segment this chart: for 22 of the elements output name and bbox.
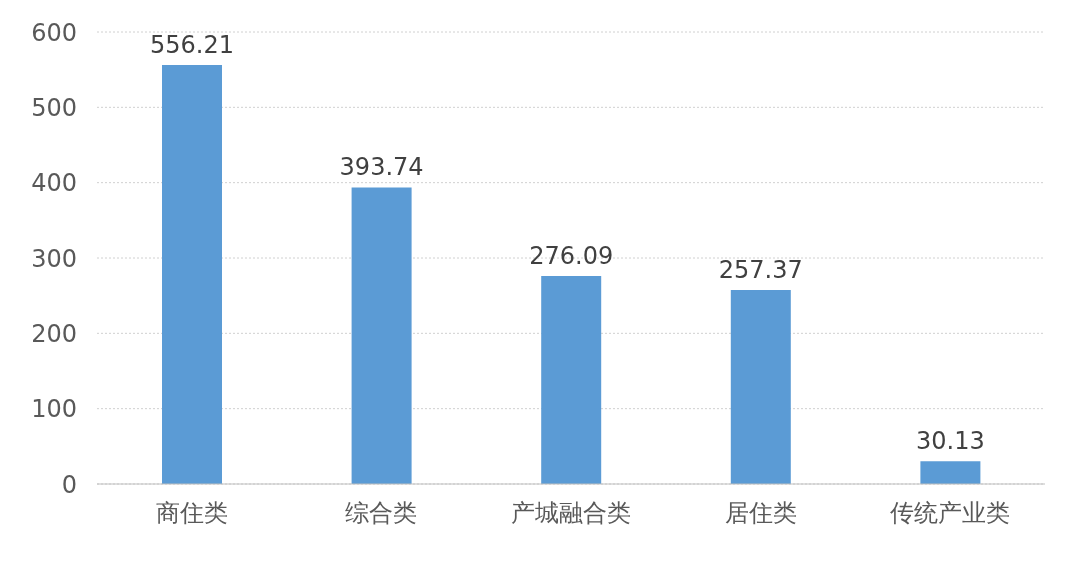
y-tick-label: 200 bbox=[31, 319, 77, 348]
y-tick-label: 0 bbox=[61, 470, 77, 499]
y-tick-label: 500 bbox=[31, 93, 77, 122]
y-tick-label: 400 bbox=[31, 169, 77, 198]
x-tick-label: 居住类 bbox=[724, 499, 797, 528]
x-tick-label: 产城融合类 bbox=[511, 499, 631, 528]
bar bbox=[162, 64, 222, 484]
data-label: 257.37 bbox=[718, 256, 803, 285]
y-tick-label: 600 bbox=[31, 18, 77, 47]
x-tick-label: 综合类 bbox=[345, 499, 418, 528]
y-tick-label: 300 bbox=[31, 244, 77, 273]
x-tick-label: 传统产业类 bbox=[890, 499, 1011, 528]
data-label: 30.13 bbox=[916, 427, 985, 456]
bar bbox=[351, 187, 412, 484]
y-tick-label: 100 bbox=[31, 395, 77, 424]
bar bbox=[730, 290, 791, 484]
bar bbox=[920, 461, 981, 484]
x-tick-label: 商住类 bbox=[155, 499, 228, 528]
data-label: 276.09 bbox=[529, 242, 614, 271]
data-label: 393.74 bbox=[339, 153, 424, 182]
data-label: 556.21 bbox=[150, 30, 234, 59]
bar bbox=[541, 276, 602, 484]
